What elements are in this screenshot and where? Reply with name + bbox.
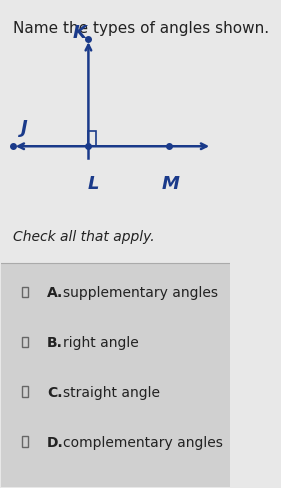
- Text: J: J: [21, 119, 28, 137]
- Bar: [89, 131, 96, 147]
- Text: right angle: right angle: [63, 335, 139, 349]
- Text: complementary angles: complementary angles: [63, 435, 223, 449]
- Bar: [22, 436, 28, 447]
- Text: C.: C.: [47, 385, 63, 399]
- Text: K: K: [72, 24, 86, 42]
- Text: Name the types of angles shown.: Name the types of angles shown.: [13, 21, 269, 36]
- Text: straight angle: straight angle: [63, 385, 160, 399]
- Bar: [22, 386, 28, 397]
- Text: supplementary angles: supplementary angles: [63, 285, 218, 300]
- Text: Check all that apply.: Check all that apply.: [13, 230, 155, 244]
- Text: M: M: [162, 174, 180, 192]
- Text: B.: B.: [47, 335, 63, 349]
- Bar: [22, 287, 28, 298]
- Text: D.: D.: [47, 435, 64, 449]
- Bar: [1, 264, 230, 487]
- Bar: [22, 337, 28, 347]
- Text: A.: A.: [47, 285, 64, 300]
- Text: L: L: [87, 174, 99, 192]
